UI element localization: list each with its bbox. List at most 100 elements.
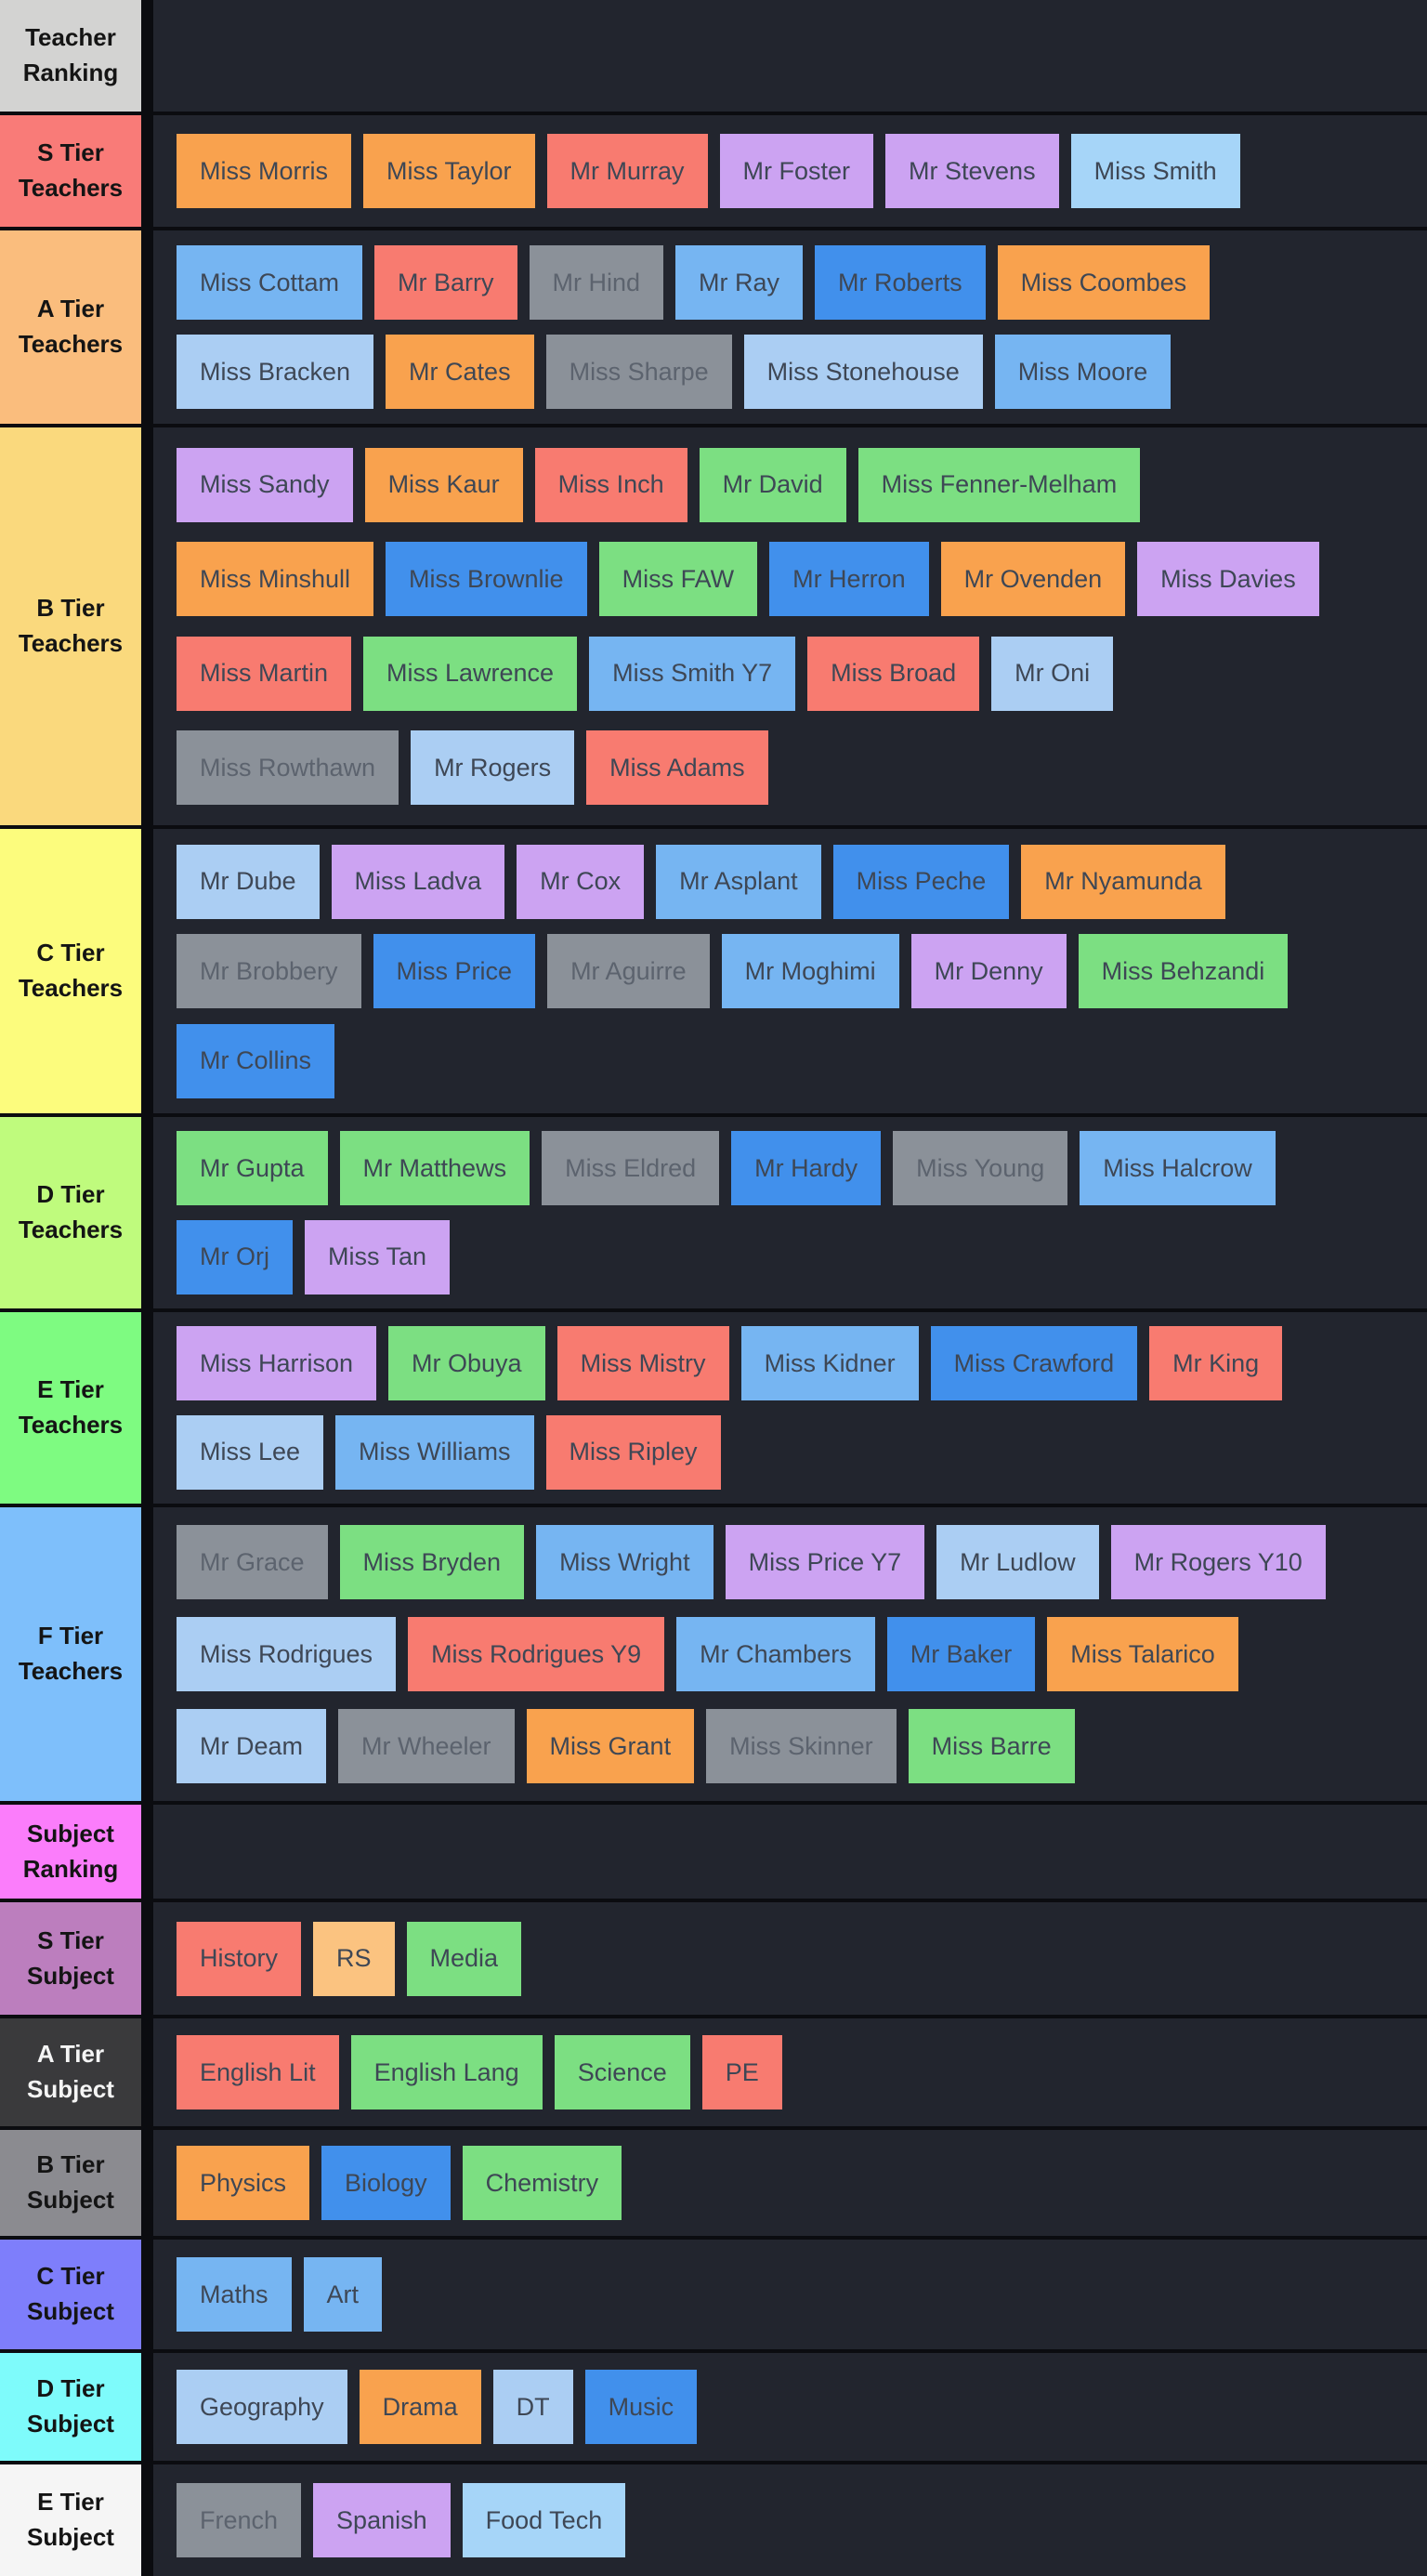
tier-item[interactable]: History [177,1921,302,1996]
tier-item[interactable]: Miss Mistry [556,1326,729,1401]
tier-item[interactable]: Miss Young [893,1131,1068,1206]
tier-item[interactable]: Miss Peche [832,844,1010,919]
tier-item[interactable]: Miss Williams [335,1414,534,1490]
tier-item[interactable]: Mr Moghimi [721,934,899,1008]
tier-item[interactable]: Miss Kaur [364,447,523,522]
tier-item[interactable]: Miss Taylor [362,134,535,208]
tier-item[interactable]: Mr Ludlow [936,1525,1099,1599]
tier-item[interactable]: Miss Rodrigues Y9 [408,1617,665,1691]
tier-item[interactable]: Mr David [699,447,846,522]
tier-item[interactable]: Miss Cottam [177,245,363,320]
tier-item[interactable]: Miss Adams [586,730,768,806]
tier-item[interactable]: Miss Bryden [339,1525,525,1599]
tier-item[interactable]: Mr Oni [991,636,1114,711]
tier-item[interactable]: Media [406,1921,522,1996]
tier-item[interactable]: Mr Chambers [676,1617,875,1691]
tier-item[interactable]: Miss Inch [534,447,687,522]
tier-item[interactable]: Mr Foster [719,134,874,208]
tier-item[interactable]: Science [554,2035,690,2109]
tier-item[interactable]: Mr Dube [177,844,320,919]
tier-item[interactable]: Miss Sharpe [545,335,732,409]
tier-item[interactable]: Miss Rodrigues [177,1617,397,1691]
tier-item[interactable]: Mr Matthews [339,1131,530,1206]
tier-item[interactable]: Miss Eldred [542,1131,720,1206]
tier-item[interactable]: Miss Stonehouse [743,335,983,409]
tier-item[interactable]: Mr Cates [386,335,534,409]
tier-item[interactable]: Mr Wheeler [338,1709,515,1783]
tier-item[interactable]: Miss Davies [1137,542,1319,617]
tier-item[interactable]: Miss Sandy [177,447,353,522]
tier-item[interactable]: Miss Skinner [706,1709,897,1783]
tier-item[interactable]: Miss Fenner-Melham [858,447,1141,522]
tier-item[interactable]: Miss Lee [177,1414,324,1490]
tier-item[interactable]: English Lang [350,2035,543,2109]
tier-item[interactable]: Mr Barry [374,245,517,320]
tier-item[interactable]: Miss Smith [1070,134,1240,208]
tier-item[interactable]: Spanish [313,2483,451,2557]
tier-item[interactable]: Miss Talarico [1047,1617,1238,1691]
tier-item[interactable]: DT [492,2370,573,2444]
tier-item[interactable]: Mr Collins [177,1023,335,1098]
tier-item[interactable]: Chemistry [462,2146,622,2220]
tier-item[interactable]: Miss Kidner [740,1326,919,1401]
tier-item[interactable]: Miss Ripley [545,1414,721,1490]
tier-item[interactable]: Mr Hardy [731,1131,882,1206]
tier-item[interactable]: Drama [359,2370,481,2444]
tier-item[interactable]: Mr Roberts [815,245,986,320]
tier-item[interactable]: Miss Broad [807,636,980,711]
tier-item[interactable]: Miss Grant [526,1709,695,1783]
tier-item[interactable]: Mr Herron [769,542,929,617]
tier-item[interactable]: Miss Brownlie [386,542,587,617]
tier-item[interactable]: Miss Minshull [177,542,374,617]
tier-item[interactable]: Mr Ray [675,245,804,320]
tier-item[interactable]: Maths [177,2257,292,2332]
tier-item[interactable]: Miss Tan [304,1219,451,1295]
tier-item[interactable]: RS [313,1921,395,1996]
tier-item[interactable]: Miss Morris [177,134,351,208]
tier-item[interactable]: Mr Hind [529,245,664,320]
tier-item[interactable]: Mr Murray [546,134,708,208]
tier-item[interactable]: PE [701,2035,782,2109]
tier-item[interactable]: Art [303,2257,383,2332]
tier-item[interactable]: Miss Bracken [177,335,374,409]
tier-item[interactable]: Mr Cox [517,844,645,919]
tier-item[interactable]: Mr Stevens [885,134,1059,208]
tier-item[interactable]: Mr Denny [910,934,1067,1008]
tier-item[interactable]: Mr Aguirre [547,934,710,1008]
tier-item[interactable]: Mr Obuya [388,1326,545,1401]
tier-item[interactable]: Food Tech [462,2483,626,2557]
tier-item[interactable]: Biology [321,2146,451,2220]
tier-item[interactable]: Mr Ovenden [940,542,1126,617]
tier-item[interactable]: Miss Smith Y7 [589,636,796,711]
tier-item[interactable]: Mr Rogers Y10 [1110,1525,1326,1599]
tier-item[interactable]: Miss Ladva [331,844,505,919]
tier-item[interactable]: Miss Crawford [930,1326,1138,1401]
tier-item[interactable]: Miss Halcrow [1080,1131,1276,1206]
tier-item[interactable]: Mr Grace [177,1525,328,1599]
tier-item[interactable]: Geography [177,2370,347,2444]
tier-item[interactable]: Miss Price [373,934,536,1008]
tier-item[interactable]: Miss Rowthawn [177,730,399,806]
tier-item[interactable]: Miss Price Y7 [725,1525,925,1599]
tier-item[interactable]: English Lit [177,2035,339,2109]
tier-item[interactable]: Mr Orj [177,1219,293,1295]
tier-item[interactable]: Mr Nyamunda [1021,844,1225,919]
tier-item[interactable]: Mr Asplant [656,844,821,919]
tier-item[interactable]: Miss Behzandi [1078,934,1289,1008]
tier-item[interactable]: Mr Baker [886,1617,1036,1691]
tier-item[interactable]: Miss Barre [908,1709,1075,1783]
tier-item[interactable]: Mr Deam [177,1709,327,1783]
tier-item[interactable]: Mr Rogers [411,730,575,806]
tier-item[interactable]: Miss Harrison [177,1326,377,1401]
tier-item[interactable]: Mr King [1149,1326,1283,1401]
tier-item[interactable]: Music [584,2370,698,2444]
tier-item[interactable]: Miss Martin [177,636,352,711]
tier-item[interactable]: Mr Brobbery [177,934,361,1008]
tier-item[interactable]: Physics [177,2146,310,2220]
tier-item[interactable]: Miss Lawrence [363,636,578,711]
tier-item[interactable]: Miss Moore [994,335,1172,409]
tier-item[interactable]: French [177,2483,302,2557]
tier-item[interactable]: Mr Gupta [177,1131,328,1206]
tier-item[interactable]: Miss FAW [598,542,758,617]
tier-item[interactable]: Miss Coombes [997,245,1211,320]
